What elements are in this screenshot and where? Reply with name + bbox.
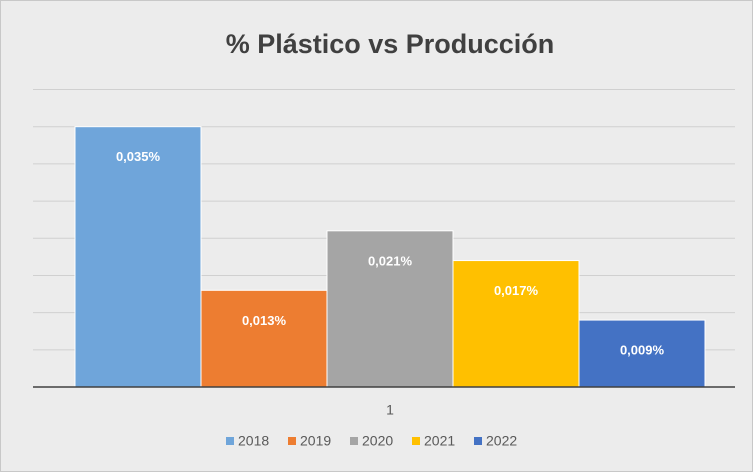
data-label: 0,017% (494, 283, 539, 298)
legend-swatch (226, 437, 234, 445)
data-label: 0,021% (368, 253, 413, 268)
data-label: 0,009% (620, 343, 665, 358)
data-label: 0,013% (242, 313, 287, 328)
legend-label: 2019 (300, 433, 331, 449)
legend-label: 2020 (362, 433, 393, 449)
legend-swatch (412, 437, 420, 445)
x-tick-label: 1 (386, 402, 394, 418)
data-label: 0,035% (116, 149, 161, 164)
bar (452, 260, 580, 388)
legend-swatch (474, 437, 482, 445)
legend-label: 2021 (424, 433, 455, 449)
legend-swatch (288, 437, 296, 445)
chart-title: % Plástico vs Producción (226, 29, 555, 59)
bar (74, 126, 202, 388)
legend-label: 2022 (486, 433, 517, 449)
legend-label: 2018 (238, 433, 269, 449)
bar (200, 289, 328, 388)
legend-swatch (350, 437, 358, 445)
